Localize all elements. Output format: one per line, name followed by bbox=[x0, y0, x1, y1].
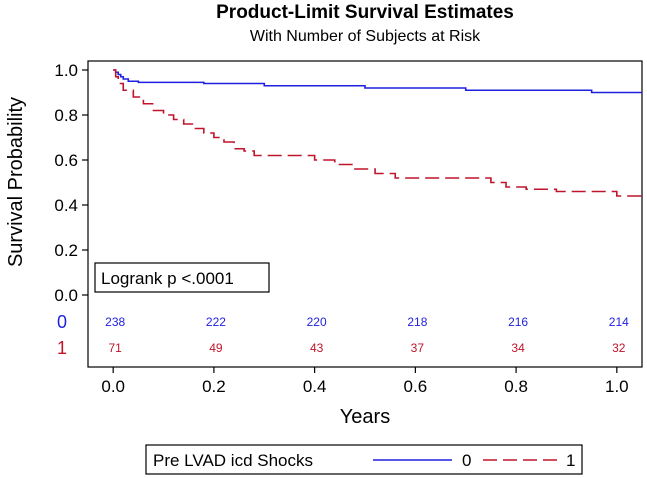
x-axis: 0.0 0.2 0.4 0.6 0.8 1.0 bbox=[101, 367, 629, 396]
x-tick-label: 0.2 bbox=[202, 377, 226, 396]
series-layer bbox=[113, 69, 642, 197]
series-line-0 bbox=[113, 69, 642, 94]
risk-row-label: 0 bbox=[57, 312, 67, 332]
y-tick-label: 0.4 bbox=[54, 196, 78, 215]
x-axis-label: Years bbox=[340, 406, 390, 428]
risk-count: 37 bbox=[411, 341, 425, 355]
y-tick-label: 0.0 bbox=[54, 286, 78, 305]
risk-count: 49 bbox=[209, 341, 223, 355]
risk-count: 220 bbox=[307, 315, 327, 329]
x-tick-label: 0.0 bbox=[101, 377, 125, 396]
y-tick-label: 1.0 bbox=[54, 61, 78, 80]
risk-count: 71 bbox=[109, 341, 123, 355]
x-tick-label: 0.8 bbox=[504, 377, 528, 396]
risk-count: 222 bbox=[206, 315, 226, 329]
x-tick-label: 1.0 bbox=[605, 377, 629, 396]
risk-count: 214 bbox=[609, 315, 629, 329]
risk-count: 32 bbox=[612, 341, 626, 355]
risk-count: 43 bbox=[310, 341, 324, 355]
annotation-box bbox=[94, 262, 270, 293]
chart-title: Product-Limit Survival Estimates bbox=[216, 2, 514, 23]
risk-count: 216 bbox=[508, 315, 528, 329]
legend-title: Pre LVAD icd Shocks bbox=[153, 451, 313, 470]
series-line-1 bbox=[113, 69, 642, 197]
y-tick-label: 0.8 bbox=[54, 106, 78, 125]
risk-row-label: 1 bbox=[57, 338, 67, 358]
x-tick-label: 0.6 bbox=[404, 377, 428, 396]
legend-label-1: 1 bbox=[566, 451, 575, 470]
y-tick-label: 0.2 bbox=[54, 241, 78, 260]
risk-count: 34 bbox=[511, 341, 525, 355]
legend-label-0: 0 bbox=[462, 451, 471, 470]
risk-table: 0 238 222 220 218 216 214 1 71 49 43 37 34 32 bbox=[57, 312, 629, 358]
y-tick-label: 0.6 bbox=[54, 151, 78, 170]
risk-count: 218 bbox=[407, 315, 427, 329]
risk-count: 238 bbox=[105, 315, 125, 329]
logrank-annotation: Logrank p <.0001 bbox=[101, 269, 234, 288]
chart-subtitle: With Number of Subjects at Risk bbox=[250, 28, 481, 45]
y-axis-label: Survival Probability bbox=[5, 97, 27, 267]
y-axis: 0.0 0.2 0.4 0.6 0.8 1.0 bbox=[54, 61, 88, 305]
plot-frame bbox=[87, 60, 643, 368]
x-tick-label: 0.4 bbox=[303, 377, 327, 396]
